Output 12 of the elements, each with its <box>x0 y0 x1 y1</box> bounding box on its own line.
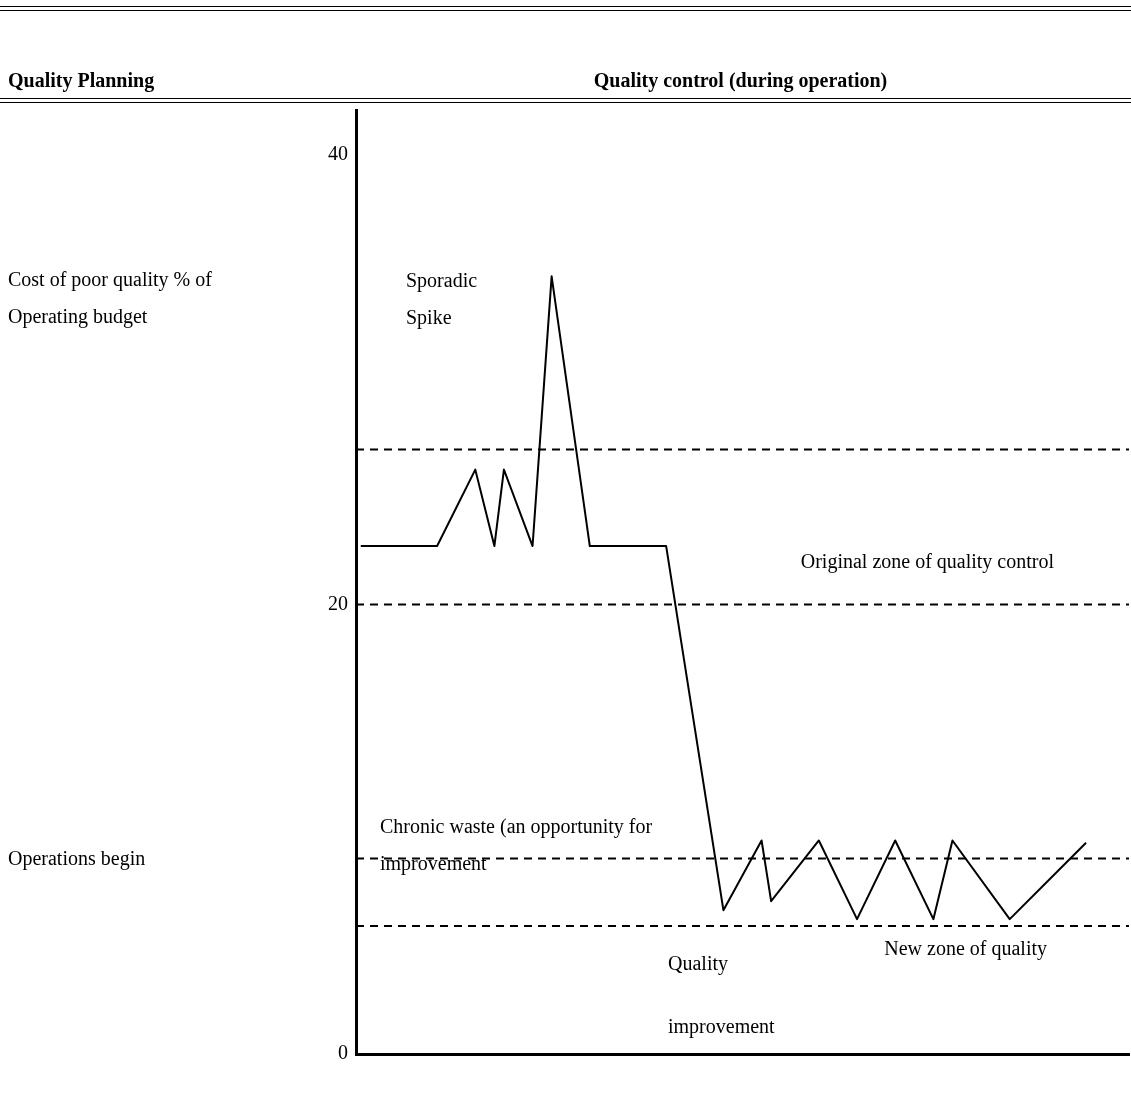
annotation: Sporadic Spike <box>406 268 479 331</box>
text: Cost of poor quality % of Operating budget <box>8 267 213 330</box>
ref-line-label: New zone of quality <box>884 937 1047 961</box>
y-tick-label: 40 <box>328 142 348 165</box>
text: Operations begin <box>8 846 146 872</box>
text: Quality Planning <box>8 68 155 94</box>
text: Quality improvement <box>668 952 775 1037</box>
y-tick-label: 0 <box>338 1041 348 1064</box>
y-tick-label: 20 <box>328 591 348 614</box>
chart-title: Quality control (during operation) <box>592 68 889 94</box>
ref-line-label: Original zone of quality control <box>800 549 1055 573</box>
annotation: Chronic waste (an opportunity for improvement <box>380 814 654 877</box>
